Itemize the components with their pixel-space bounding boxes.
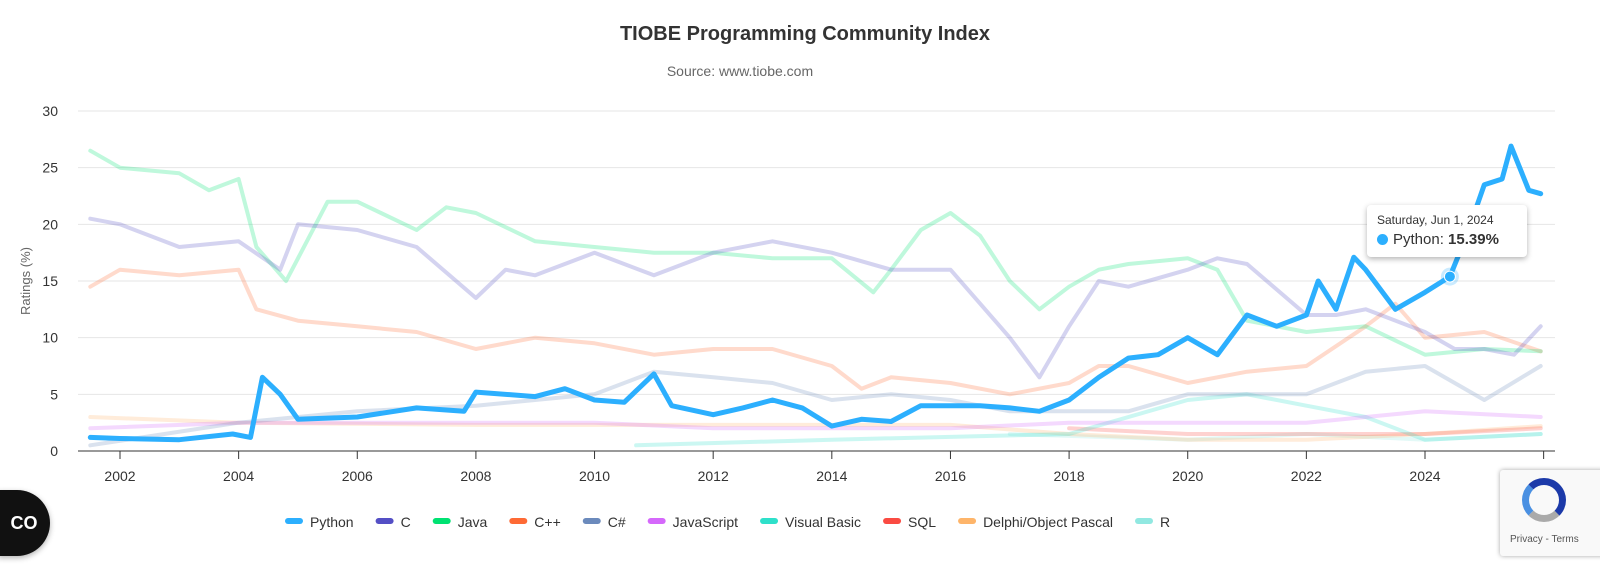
legend-swatch <box>958 518 977 524</box>
series-line-visual-basic <box>634 392 1543 448</box>
x-tick-label: 2002 <box>104 468 135 484</box>
series-line-python <box>87 143 1544 443</box>
legend-label: C# <box>608 514 626 530</box>
legend-item-c-[interactable]: C++ <box>509 514 561 530</box>
legend-label: R <box>1160 514 1170 530</box>
y-tick-label: 20 <box>42 216 58 232</box>
legend-item-sql[interactable]: SQL <box>883 514 936 530</box>
legend-swatch <box>883 518 902 524</box>
x-tick-label: 2020 <box>1172 468 1203 484</box>
y-tick-label: 15 <box>42 273 58 289</box>
legend-item-delphi-object-pascal[interactable]: Delphi/Object Pascal <box>958 514 1113 530</box>
y-axis-label: Ratings (%) <box>18 247 33 315</box>
x-tick-label: 2014 <box>816 468 847 484</box>
legend-item-javascript[interactable]: JavaScript <box>647 514 738 530</box>
x-tick-label: 2004 <box>223 468 254 484</box>
legend-swatch <box>760 518 779 524</box>
x-tick-label: 2018 <box>1054 468 1085 484</box>
legend-swatch <box>432 518 451 524</box>
x-tick-label: 2008 <box>460 468 491 484</box>
legend-label: JavaScript <box>673 514 738 530</box>
legend-item-python[interactable]: Python <box>285 514 354 530</box>
chart-title: TIOBE Programming Community Index <box>620 23 990 45</box>
legend-label: Python <box>310 514 354 530</box>
x-tick-label: 2016 <box>935 468 966 484</box>
x-tick-label: 2012 <box>698 468 729 484</box>
x-tick-label: 2022 <box>1291 468 1322 484</box>
legend-swatch <box>509 518 528 524</box>
legend-swatch <box>285 518 303 524</box>
legend-item-visual-basic[interactable]: Visual Basic <box>760 514 861 530</box>
tooltip-date: Saturday, Jun 1, 2024 <box>1377 213 1494 227</box>
tooltip-label: Python: <box>1393 231 1449 248</box>
legend-item-java[interactable]: Java <box>432 514 488 530</box>
y-tick-label: 0 <box>50 443 58 459</box>
recaptcha-icon <box>1522 478 1566 522</box>
legend-label: Delphi/Object Pascal <box>983 514 1113 530</box>
recaptcha-privacy-link[interactable]: Privacy - Terms <box>1510 534 1579 545</box>
legend-label: SQL <box>908 514 936 530</box>
legend-item-r[interactable]: R <box>1135 514 1170 530</box>
recaptcha-badge[interactable]: Privacy - Terms <box>1500 470 1600 556</box>
legend-label: C <box>401 514 411 530</box>
legend-item-c[interactable]: C <box>375 514 411 530</box>
legend-label: Visual Basic <box>785 514 861 530</box>
series-line-delphi-object-pascal <box>88 415 1543 442</box>
y-tick-label: 30 <box>42 103 58 119</box>
legend-label: Java <box>458 514 488 530</box>
tooltip-value: 15.39% <box>1448 231 1499 248</box>
series-line-c <box>88 216 1543 380</box>
series-line-java <box>88 148 1543 357</box>
legend-label: C++ <box>534 514 560 530</box>
python-dot-icon <box>1377 234 1388 245</box>
x-tick-label: 2010 <box>579 468 610 484</box>
legend-swatch <box>582 518 601 524</box>
hover-point <box>1443 270 1456 283</box>
legend-swatch <box>375 518 394 524</box>
legend-item-c-[interactable]: C# <box>582 514 626 530</box>
legend-swatch <box>1135 518 1154 524</box>
series-line-c- <box>88 267 1543 397</box>
legend-swatch <box>647 518 666 524</box>
x-tick-label: 2006 <box>342 468 373 484</box>
chart-subtitle: Source: www.tiobe.com <box>667 63 813 79</box>
y-tick-label: 5 <box>50 386 58 402</box>
co-badge-label: CO <box>10 512 38 533</box>
series-line-sql <box>1067 426 1543 436</box>
y-tick-label: 10 <box>42 330 58 346</box>
y-tick-label: 25 <box>42 160 58 176</box>
series-line-r <box>1007 432 1543 442</box>
tooltip: Saturday, Jun 1, 2024 Python: 15.39% <box>1367 205 1527 257</box>
x-tick-label: 2024 <box>1409 468 1440 484</box>
